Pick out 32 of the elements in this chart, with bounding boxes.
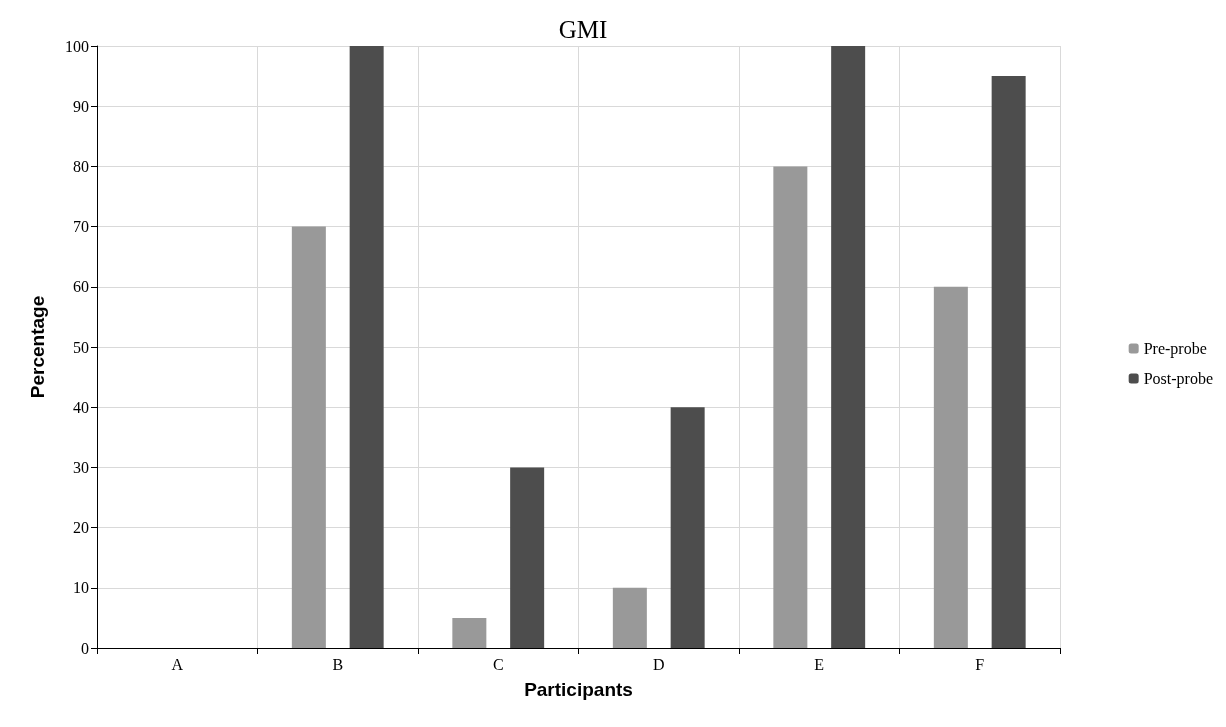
y-tick-label: 40 — [73, 398, 89, 416]
x-tick-label: E — [814, 655, 825, 673]
legend-label: Pre-probe — [1143, 340, 1207, 358]
y-tick-label: 90 — [73, 97, 89, 115]
y-tick-label: 100 — [65, 37, 89, 55]
y-tick-label: 50 — [73, 338, 89, 356]
y-axis-title: Percentage — [27, 295, 48, 399]
bar — [612, 587, 647, 648]
bar — [773, 166, 808, 648]
chart-title: GMI — [558, 16, 608, 43]
legend-label: Post-probe — [1143, 370, 1213, 388]
y-tick-label: 60 — [73, 278, 89, 296]
bar — [670, 407, 705, 648]
bar — [510, 467, 545, 648]
x-tick-label: A — [171, 655, 184, 673]
bar — [991, 76, 1026, 648]
x-tick-label: D — [652, 655, 665, 673]
bar — [831, 46, 866, 648]
x-axis-title: Participants — [524, 679, 633, 700]
y-tick-label: 10 — [73, 579, 89, 597]
x-tick-label: F — [975, 655, 985, 673]
bar — [291, 226, 326, 648]
bar — [349, 46, 384, 648]
x-tick-label: B — [332, 655, 344, 673]
bar — [933, 286, 968, 648]
x-tick-label: C — [492, 655, 504, 673]
y-tick-label: 30 — [73, 458, 89, 476]
y-tick-label: 70 — [73, 218, 89, 236]
y-tick-label: 20 — [73, 519, 89, 537]
bar — [452, 617, 487, 648]
y-tick-label: 80 — [73, 157, 89, 175]
y-tick-label: 0 — [81, 639, 89, 657]
